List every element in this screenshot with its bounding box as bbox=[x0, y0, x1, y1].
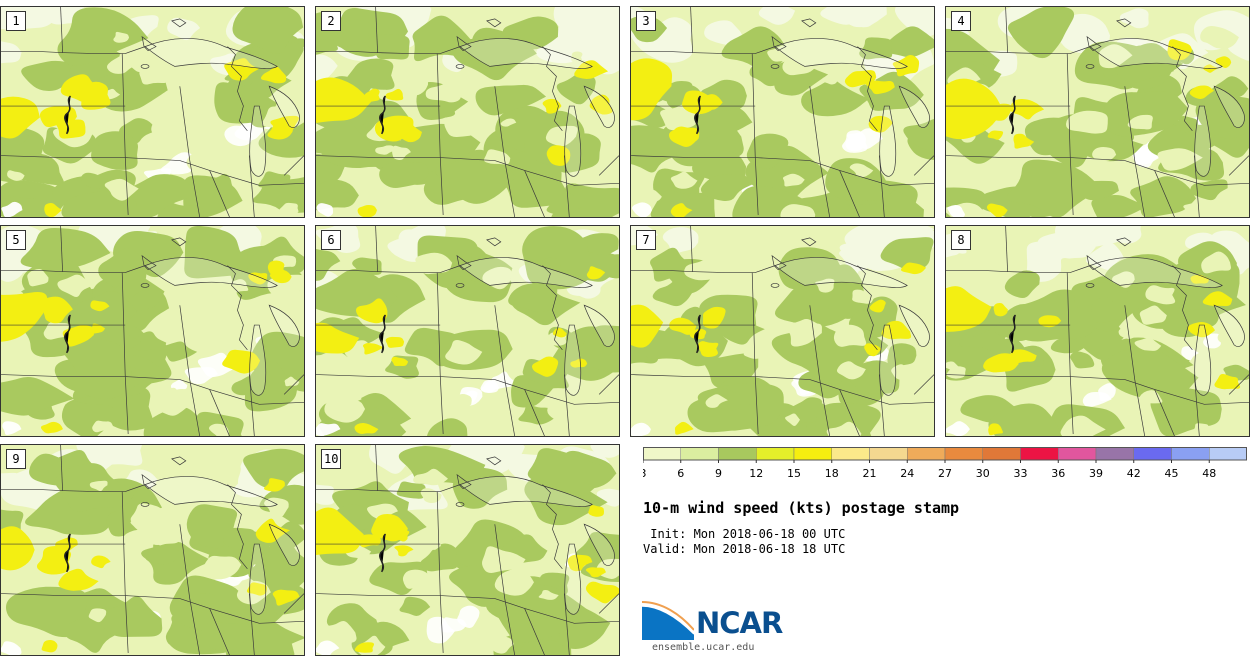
colorbar-tick-label: 15 bbox=[787, 467, 801, 480]
colorbar-bin bbox=[907, 447, 946, 461]
member-panel: 7 bbox=[630, 225, 935, 437]
colorbar-tick-label: 42 bbox=[1127, 467, 1141, 480]
wind-map bbox=[316, 445, 619, 655]
wind-map bbox=[1, 226, 304, 436]
wind-map bbox=[946, 226, 1249, 436]
wind-map bbox=[316, 7, 619, 217]
colorbar-bin bbox=[756, 447, 795, 461]
colorbar-bin bbox=[831, 447, 870, 461]
colorbar-tick-label: 3 bbox=[643, 467, 647, 480]
member-panel: 9 bbox=[0, 444, 305, 656]
wind-map bbox=[631, 226, 934, 436]
member-panel: 3 bbox=[630, 6, 935, 218]
colorbar-tick-label: 27 bbox=[938, 467, 952, 480]
member-number: 8 bbox=[951, 230, 971, 250]
member-number: 10 bbox=[321, 449, 342, 469]
colorbar-bin bbox=[1133, 447, 1172, 461]
member-panel: 5 bbox=[0, 225, 305, 437]
colorbar-bin bbox=[718, 447, 757, 461]
colorbar-bin bbox=[1209, 447, 1247, 461]
member-panel: 4 bbox=[945, 6, 1250, 218]
colorbar: 36912151821242730333639424548 bbox=[643, 447, 1247, 480]
colorbar-tick-label: 18 bbox=[825, 467, 839, 480]
colorbar-bin bbox=[793, 447, 832, 461]
colorbar-bin bbox=[643, 447, 681, 461]
member-number: 4 bbox=[951, 11, 971, 31]
wind-map bbox=[1, 445, 304, 655]
colorbar-tick-label: 24 bbox=[900, 467, 914, 480]
member-number: 7 bbox=[636, 230, 656, 250]
colorbar-bin bbox=[1058, 447, 1097, 461]
logo-url: ensemble.ucar.edu bbox=[652, 642, 755, 653]
wind-map bbox=[946, 7, 1249, 217]
colorbar-tick-label: 33 bbox=[1014, 467, 1028, 480]
colorbar-tick-label: 36 bbox=[1051, 467, 1065, 480]
wind-map bbox=[1, 7, 304, 217]
member-panel: 10 bbox=[315, 444, 620, 656]
member-panel: 8 bbox=[945, 225, 1250, 437]
colorbar-tick-label: 21 bbox=[863, 467, 877, 480]
colorbar-bin bbox=[1020, 447, 1059, 461]
member-panel: 1 bbox=[0, 6, 305, 218]
colorbar-bin bbox=[1095, 447, 1134, 461]
init-time: Init: Mon 2018-06-18 00 UTC bbox=[643, 527, 846, 541]
colorbar-bin bbox=[680, 447, 719, 461]
plot-title: 10-m wind speed (kts) postage stamp bbox=[643, 499, 960, 517]
member-number: 5 bbox=[6, 230, 26, 250]
colorbar-tick-label: 9 bbox=[715, 467, 722, 480]
colorbar-tick-label: 39 bbox=[1089, 467, 1103, 480]
colorbar-tick-label: 30 bbox=[976, 467, 990, 480]
colorbar-bin bbox=[869, 447, 908, 461]
colorbar-tick-label: 48 bbox=[1202, 467, 1216, 480]
member-panel: 2 bbox=[315, 6, 620, 218]
member-number: 9 bbox=[6, 449, 26, 469]
valid-time: Valid: Mon 2018-06-18 18 UTC bbox=[643, 542, 846, 556]
colorbar-tick-label: 45 bbox=[1165, 467, 1179, 480]
ncar-logo-icon bbox=[642, 601, 694, 640]
ncar-wordmark: NCAR bbox=[696, 606, 783, 640]
colorbar-tick-label: 6 bbox=[677, 467, 684, 480]
member-number: 2 bbox=[321, 11, 341, 31]
ncar-logo: NCAR bbox=[642, 600, 802, 644]
colorbar-tick-label: 12 bbox=[749, 467, 763, 480]
colorbar-bin bbox=[982, 447, 1021, 461]
member-number: 1 bbox=[6, 11, 26, 31]
member-panel: 6 bbox=[315, 225, 620, 437]
colorbar-bin bbox=[1171, 447, 1210, 461]
wind-map bbox=[316, 226, 619, 436]
member-number: 3 bbox=[636, 11, 656, 31]
colorbar-bin bbox=[944, 447, 983, 461]
member-number: 6 bbox=[321, 230, 341, 250]
wind-map bbox=[631, 7, 934, 217]
